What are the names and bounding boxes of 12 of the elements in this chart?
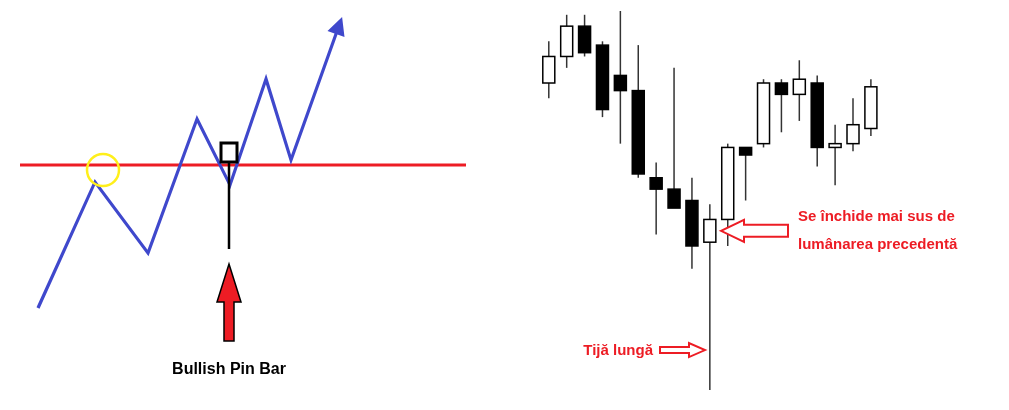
candlestick (703, 203, 717, 390)
candlestick (738, 146, 753, 202)
candlestick (846, 97, 860, 152)
candlestick (667, 67, 681, 209)
candlestick (828, 123, 842, 187)
candlestick (792, 59, 807, 122)
candlestick (774, 78, 789, 134)
candlestick (649, 161, 663, 236)
candlestick (613, 11, 628, 145)
text: Bullish Pin Bar (172, 360, 286, 377)
annotation: Tijă lungă (583, 341, 654, 359)
annotation: Se închide mai sus de lumânarea precedentă (798, 206, 958, 252)
